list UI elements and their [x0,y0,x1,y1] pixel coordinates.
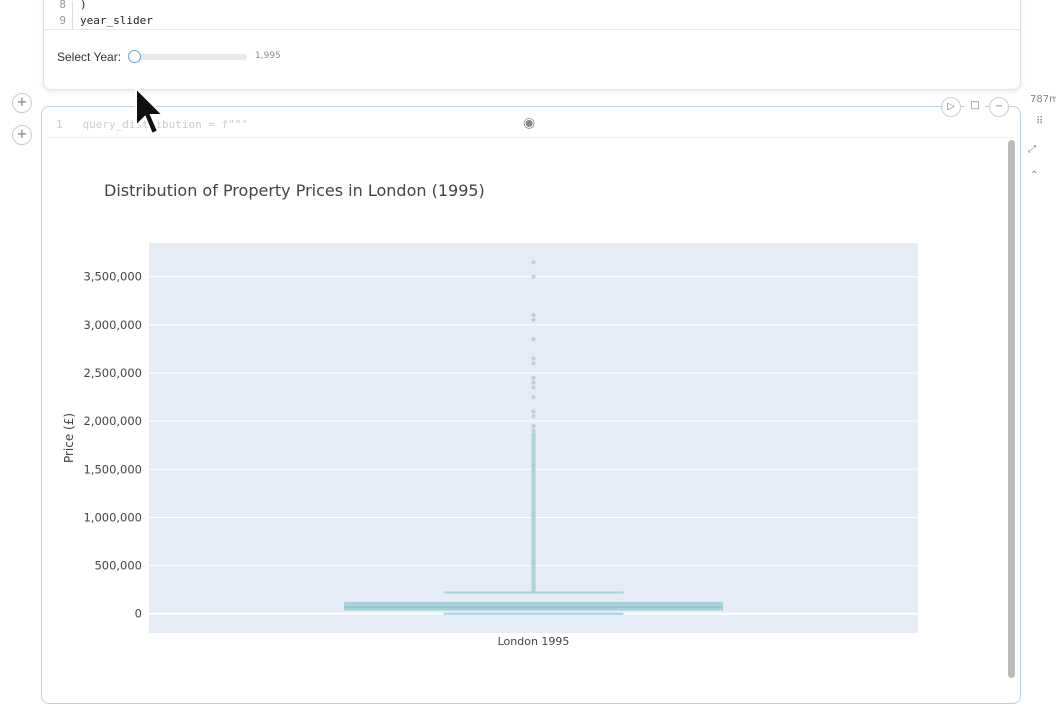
outlier-point [531,318,536,323]
line-number: 1 [56,118,63,131]
outlier-point [531,274,536,279]
y-tick-label: 1,000,000 [83,510,142,524]
gutter-divider [72,1,73,30]
outlier-point [531,375,536,380]
stop-button[interactable]: □ [965,97,985,117]
outlier-point [531,361,536,366]
outlier-point [531,409,536,414]
collapse-button[interactable]: − [989,97,1009,117]
run-button[interactable]: ▷ [941,97,961,117]
outlier-point [531,380,536,385]
code-editor[interactable]: 8 ) 9 year_slider [44,0,1020,30]
code-line: ) [80,0,87,11]
memory-usage: 787m [1030,94,1056,105]
minus-icon: − [994,101,1004,112]
code-line: year_slider [80,14,153,27]
add-cell-button[interactable]: + [12,125,32,145]
eye-icon[interactable]: ◉ [523,115,536,131]
y-tick-label: 1,500,000 [83,462,142,476]
expand-icon[interactable]: ⤢ [1028,144,1036,155]
code-line[interactable]: 1 query_distribution = f""" [56,118,248,131]
outlier-point [531,313,536,318]
y-axis-label: Price (£) [62,413,76,463]
y-tick-label: 3,500,000 [83,270,142,284]
slider-cell: 8 ) 9 year_slider Select Year: 1,995 [43,0,1021,90]
outlier-point [531,385,536,390]
outlier-point [531,414,536,419]
code-text: query_distribution = f""" [82,118,249,131]
outlier-point [531,356,536,361]
drag-icon[interactable]: ⠿ [1036,116,1044,127]
x-tick-label: London 1995 [498,635,570,648]
plus-icon: + [16,95,28,110]
y-tick-label: 2,000,000 [83,414,142,428]
outlier-point [531,337,536,342]
y-tick-label: 3,000,000 [83,318,142,332]
outlier-point [531,395,536,400]
plus-icon: + [16,127,28,142]
year-slider-track[interactable] [132,54,247,60]
outlier-point [531,428,536,433]
collapse-icon[interactable]: ⌃ [1030,170,1039,181]
chart-title: Distribution of Property Prices in Londo… [104,181,485,200]
year-slider-handle[interactable] [128,50,141,63]
stop-icon: □ [970,100,980,111]
y-tick-label: 0 [135,607,142,621]
line-number: 9 [59,14,66,27]
y-tick-label: 2,500,000 [83,366,142,380]
chart-cell: 1 query_distribution = f""" ◉ Distributi… [41,106,1021,704]
mouse-cursor [135,86,166,136]
outlier-point [531,260,536,265]
y-tick-label: 500,000 [94,559,142,573]
box-plot[interactable]: Distribution of Property Prices in Londo… [48,138,1014,700]
outlier-point [531,423,536,428]
scrollbar[interactable] [1008,140,1015,678]
line-number: 8 [59,0,66,11]
output-area: Distribution of Property Prices in Londo… [48,137,1014,699]
slider-label: Select Year: [57,50,122,64]
slider-value: 1,995 [255,51,281,61]
play-icon: ▷ [947,101,955,112]
add-cell-button[interactable]: + [12,93,32,113]
